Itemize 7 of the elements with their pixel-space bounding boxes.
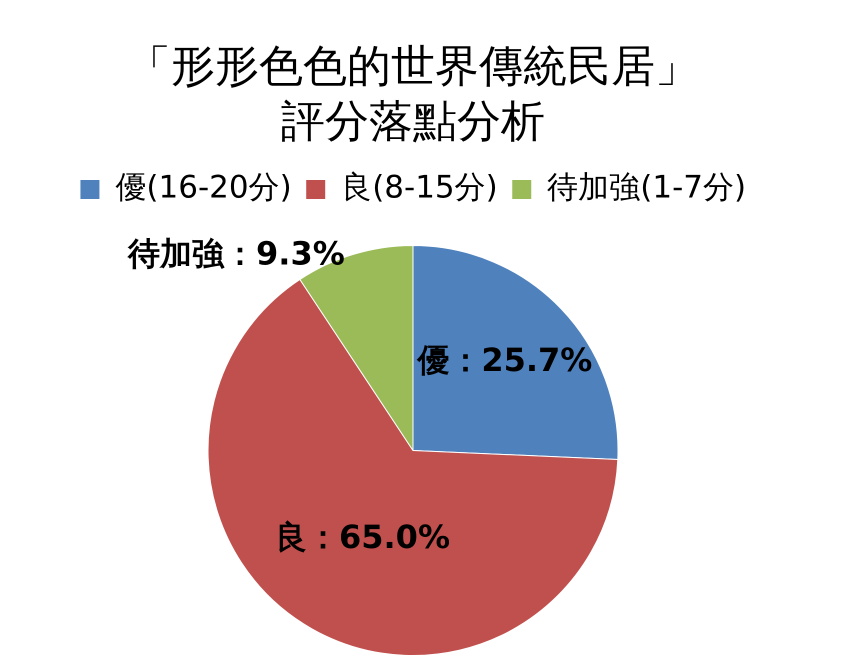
chart-title: 「形形色色的世界傳統民居」評分落點分析 <box>127 40 699 147</box>
legend-label: 待加強(1-7分) <box>547 170 746 206</box>
data-label: 良：65.0% <box>274 518 450 556</box>
legend-label: 優(16-20分) <box>115 170 292 206</box>
legend-label: 良(8-15分) <box>341 170 498 206</box>
data-label: 優：25.7% <box>416 340 592 379</box>
data-label: 待加強：9.3% <box>127 234 345 273</box>
